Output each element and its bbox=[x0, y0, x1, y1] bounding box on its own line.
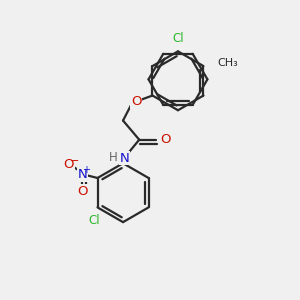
Text: −: − bbox=[70, 156, 80, 166]
Text: O: O bbox=[77, 185, 88, 198]
Text: O: O bbox=[64, 158, 74, 171]
Text: O: O bbox=[131, 95, 142, 108]
Text: +: + bbox=[82, 165, 90, 175]
Text: O: O bbox=[160, 133, 171, 146]
Text: CH₃: CH₃ bbox=[218, 58, 239, 68]
Text: N: N bbox=[77, 168, 87, 181]
Text: Cl: Cl bbox=[89, 214, 100, 227]
Text: N: N bbox=[119, 152, 129, 165]
Text: Cl: Cl bbox=[172, 32, 184, 46]
Text: H: H bbox=[109, 151, 118, 164]
